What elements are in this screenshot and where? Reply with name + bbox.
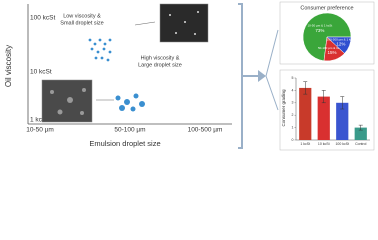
bar <box>299 87 312 140</box>
y-tick-label: 5 <box>292 76 294 80</box>
bar <box>336 102 349 140</box>
y-level: 1 kcSt <box>30 117 48 124</box>
micrograph <box>41 79 93 123</box>
connector <box>265 29 279 111</box>
x-level: 10-50 µm <box>26 127 54 134</box>
annotation: Large droplet size <box>138 62 182 68</box>
error-bar <box>321 90 326 104</box>
slice-category: 50-100 µm & 10 kcSt <box>318 46 346 50</box>
slice-label: 73% <box>315 28 324 33</box>
slice-category: 100-500 µm & 1 kcSt <box>327 37 355 41</box>
bar <box>317 96 330 140</box>
annotation: Small droplet size <box>60 20 103 26</box>
slice-category: 10-50 µm & 1 kcSt <box>307 24 332 28</box>
arrow-head <box>258 70 266 82</box>
error-bar <box>340 96 345 110</box>
x-tick-label: 100 kcSt <box>335 142 349 146</box>
error-bar <box>303 81 308 95</box>
bracket <box>238 3 258 149</box>
y-tick-label: 3 <box>292 101 294 105</box>
chart-title: Consumer preference <box>300 5 353 11</box>
pointer <box>134 21 156 26</box>
pie-slice <box>326 36 352 54</box>
x-tick-label: 10 kcSt <box>318 142 330 146</box>
error-bar <box>358 124 363 131</box>
y-tick-label: 4 <box>292 88 294 92</box>
slice-label: 12% <box>336 42 345 47</box>
y-level: 10 kcSt <box>30 69 52 76</box>
x-axis-title: Emulsion droplet size <box>89 139 160 148</box>
micrograph <box>159 3 209 43</box>
slice-label: 15% <box>328 50 337 55</box>
x-level: 50-100 µm <box>114 127 145 134</box>
micrograph-droplets <box>50 88 86 115</box>
annotation: Low viscosity & <box>63 13 101 19</box>
x-level: 100-500 µm <box>188 127 223 134</box>
graphical-abstract: Oil viscosity 100 kcSt 10 kcSt 1 kcSt 10… <box>4 1 375 151</box>
droplet-sketch <box>88 38 145 112</box>
y-tick-label: 0 <box>292 138 294 142</box>
annotation: High viscosity & <box>141 55 180 61</box>
y-level: 100 kcSt <box>30 15 55 22</box>
y-axis-title: Oil viscosity <box>4 45 13 87</box>
micrograph-droplets <box>169 11 199 35</box>
x-tick-label: Control <box>355 142 367 146</box>
y-tick-label: 1 <box>292 126 294 130</box>
y-tick-label: 2 <box>292 113 294 117</box>
x-tick-label: 1 kcSt <box>300 142 310 146</box>
bar <box>354 127 367 140</box>
y-axis-title: Consumer grading <box>281 89 286 127</box>
